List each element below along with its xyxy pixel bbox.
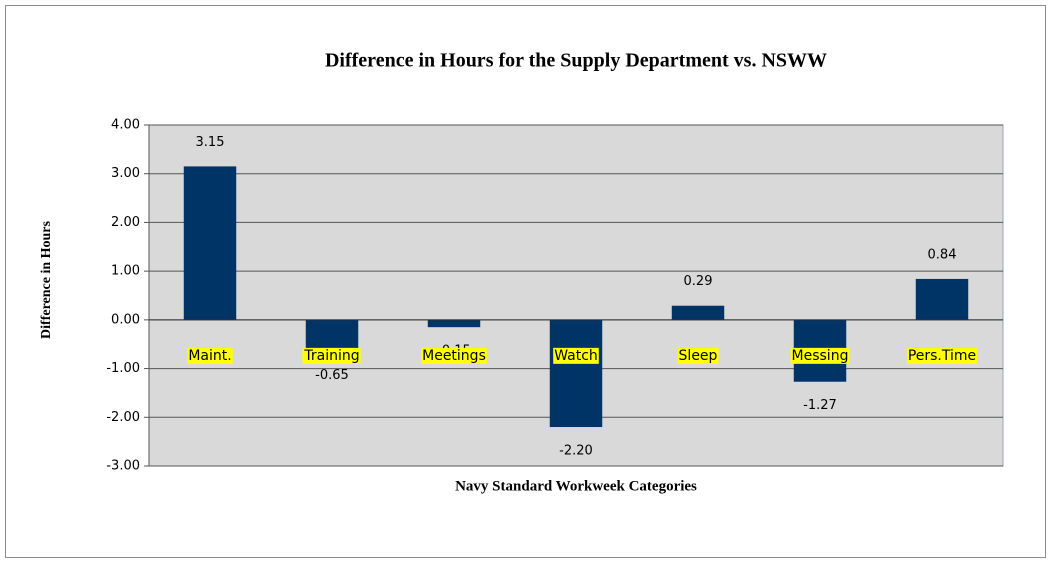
bar	[915, 278, 969, 320]
x-tick-label: Sleep	[679, 348, 718, 364]
data-label: 0.29	[684, 274, 713, 289]
label-highlight	[187, 347, 233, 364]
label-highlight	[790, 347, 850, 364]
y-tick-label: 1.00	[111, 264, 140, 279]
y-tick-label: -2.00	[106, 410, 140, 425]
y-tick-label: -3.00	[106, 459, 140, 474]
label-highlight	[677, 347, 719, 364]
data-label: -1.27	[803, 398, 837, 413]
y-tick-label: 4.00	[111, 118, 140, 133]
bar	[427, 319, 481, 328]
data-label: -2.20	[559, 444, 593, 459]
x-tick-label: Pers.Time	[908, 348, 976, 364]
bar	[183, 166, 237, 320]
label-highlight	[302, 347, 361, 364]
x-tick-label: Meetings	[422, 348, 486, 364]
chart-title: Difference in Hours for the Supply Depar…	[325, 50, 827, 72]
x-tick-label: Training	[303, 348, 359, 364]
label-highlight	[421, 347, 487, 364]
bar	[549, 319, 603, 428]
data-label: -0.65	[315, 368, 349, 383]
label-highlight	[906, 347, 978, 364]
x-axis-label: Navy Standard Workweek Categories	[455, 478, 697, 494]
y-tick-label: 2.00	[111, 215, 140, 230]
y-tick-label: 3.00	[111, 166, 140, 181]
data-label: 3.15	[196, 135, 225, 150]
data-label: 0.84	[928, 247, 957, 262]
bar	[305, 319, 359, 352]
bar	[671, 305, 725, 320]
x-tick-label: Messing	[792, 348, 849, 364]
y-axis-label: Difference in Hours	[39, 220, 54, 338]
y-tick-label: 0.00	[111, 312, 140, 327]
x-tick-label: Watch	[554, 348, 598, 364]
x-tick-label: Maint.	[188, 348, 231, 364]
y-tick-label: -1.00	[106, 361, 140, 376]
label-highlight	[553, 347, 599, 364]
